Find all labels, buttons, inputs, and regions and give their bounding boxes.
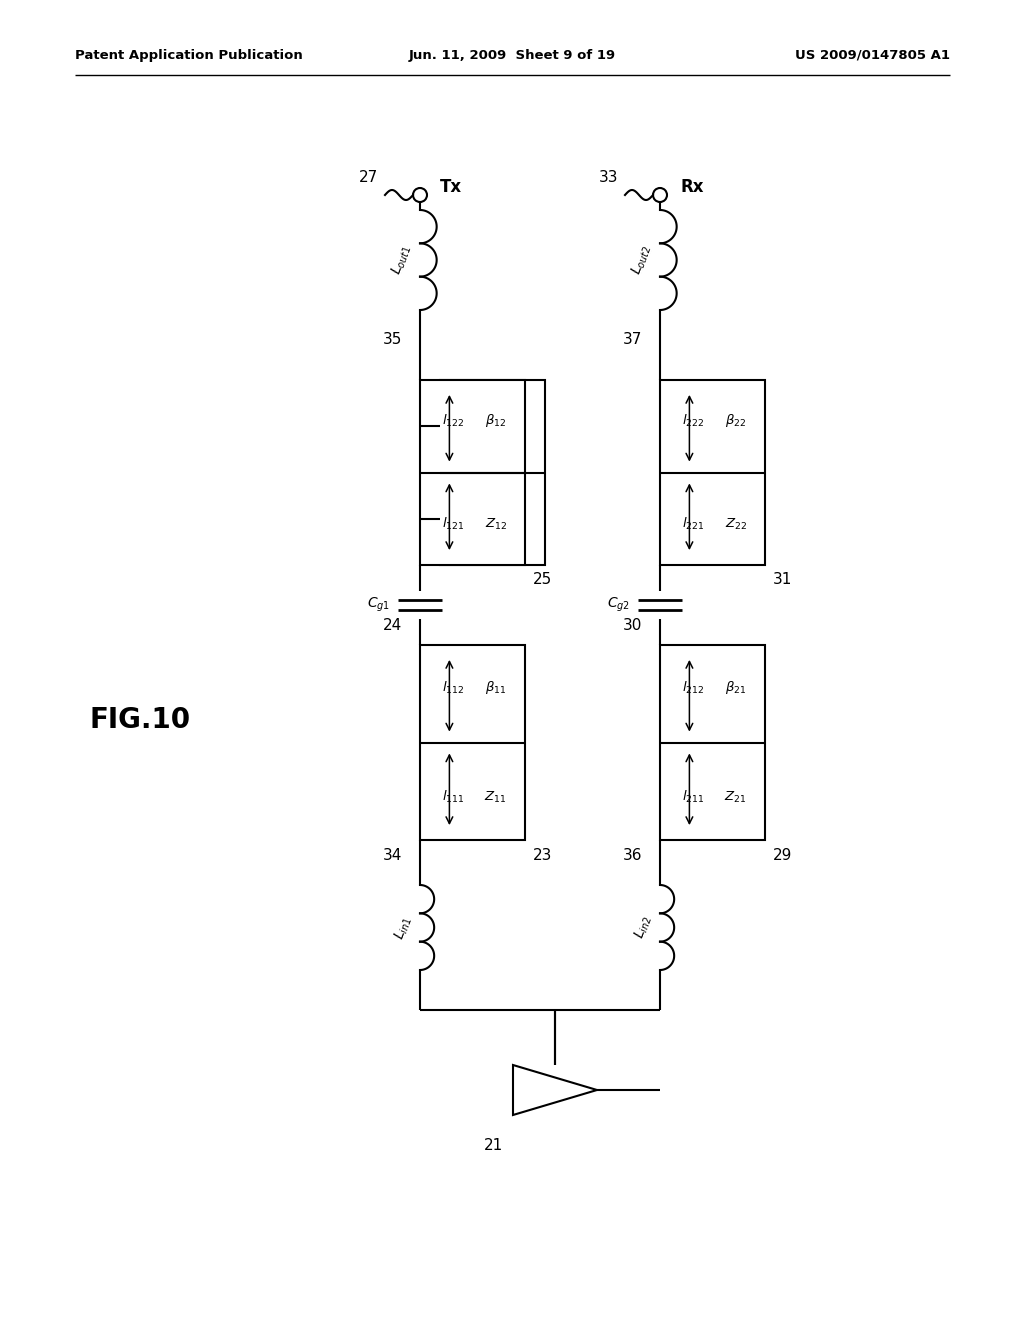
Text: 30: 30 [623,618,642,632]
Text: $l_{211}$: $l_{211}$ [682,789,705,805]
Text: 36: 36 [623,847,642,862]
Text: $l_{111}$: $l_{111}$ [442,789,465,805]
Text: US 2009/0147805 A1: US 2009/0147805 A1 [795,49,950,62]
Text: $Z_{21}$: $Z_{21}$ [724,789,746,805]
Text: Patent Application Publication: Patent Application Publication [75,49,303,62]
Text: 31: 31 [773,573,793,587]
Text: 24: 24 [383,618,402,632]
Text: $\beta_{22}$: $\beta_{22}$ [725,412,746,429]
Text: 29: 29 [773,847,793,862]
Text: $L_{out1}$: $L_{out1}$ [389,243,415,277]
Text: $\beta_{11}$: $\beta_{11}$ [485,680,506,697]
Text: 27: 27 [358,169,378,185]
Text: $l_{121}$: $l_{121}$ [442,516,465,532]
Text: $L_{out2}$: $L_{out2}$ [629,243,655,277]
Text: Tx: Tx [440,178,462,195]
Text: $Z_{12}$: $Z_{12}$ [484,516,507,532]
Text: 21: 21 [483,1138,503,1152]
Text: $Z_{22}$: $Z_{22}$ [725,516,746,532]
Text: $L_{in1}$: $L_{in1}$ [391,913,415,941]
Text: $C_{g2}$: $C_{g2}$ [607,595,630,614]
Text: $L_{in2}$: $L_{in2}$ [632,913,655,941]
Text: 23: 23 [534,847,552,862]
Text: $l_{222}$: $l_{222}$ [682,413,705,429]
Text: Jun. 11, 2009  Sheet 9 of 19: Jun. 11, 2009 Sheet 9 of 19 [409,49,615,62]
Bar [420,380,525,565]
Text: $\beta_{21}$: $\beta_{21}$ [725,680,746,697]
Text: $C_{g1}$: $C_{g1}$ [367,595,390,614]
Text: $l_{221}$: $l_{221}$ [682,516,705,532]
Bar [440,380,545,565]
Bar [660,380,765,565]
Bar [660,645,765,840]
Text: $\beta_{12}$: $\beta_{12}$ [485,412,506,429]
Text: 33: 33 [598,169,618,185]
Text: 34: 34 [383,847,402,862]
Text: 25: 25 [534,573,552,587]
Text: FIG.10: FIG.10 [89,706,190,734]
Text: 35: 35 [383,333,402,347]
Text: $Z_{11}$: $Z_{11}$ [484,789,507,805]
Text: $l_{212}$: $l_{212}$ [682,680,705,696]
Text: Rx: Rx [680,178,703,195]
Text: $l_{112}$: $l_{112}$ [442,680,465,696]
Text: $l_{122}$: $l_{122}$ [442,413,465,429]
Bar [420,645,525,840]
Text: 37: 37 [623,333,642,347]
